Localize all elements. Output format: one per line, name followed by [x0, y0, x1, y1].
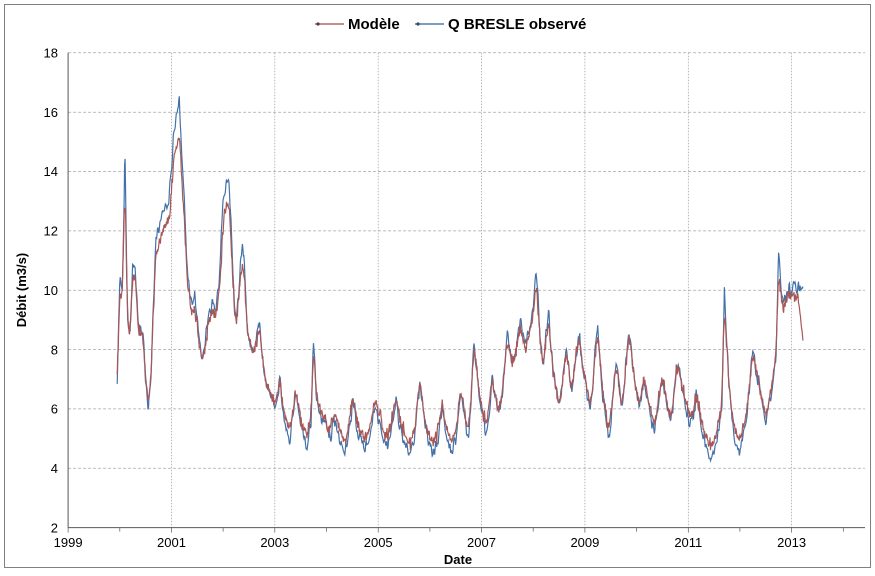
svg-text:2005: 2005 — [364, 535, 393, 550]
svg-text:8: 8 — [51, 342, 58, 357]
svg-text:14: 14 — [44, 164, 58, 179]
svg-text:2011: 2011 — [674, 535, 702, 550]
svg-text:16: 16 — [44, 105, 58, 120]
svg-text:2003: 2003 — [260, 535, 289, 550]
svg-text:2007: 2007 — [467, 535, 496, 550]
svg-text:Modèle: Modèle — [348, 16, 400, 33]
svg-text:1999: 1999 — [54, 535, 83, 550]
svg-text:2013: 2013 — [777, 535, 806, 550]
svg-text:2001: 2001 — [157, 535, 186, 550]
svg-text:2009: 2009 — [570, 535, 599, 550]
svg-text:6: 6 — [51, 402, 58, 417]
svg-text:12: 12 — [44, 224, 58, 239]
svg-text:2: 2 — [51, 520, 58, 535]
svg-text:18: 18 — [44, 46, 58, 61]
svg-text:10: 10 — [44, 283, 58, 298]
svg-text:Débit (m3/s): Débit (m3/s) — [14, 253, 29, 327]
svg-text:4: 4 — [51, 461, 58, 476]
svg-text:Q BRESLE observé: Q BRESLE observé — [448, 16, 586, 33]
svg-text:Date: Date — [444, 552, 472, 567]
